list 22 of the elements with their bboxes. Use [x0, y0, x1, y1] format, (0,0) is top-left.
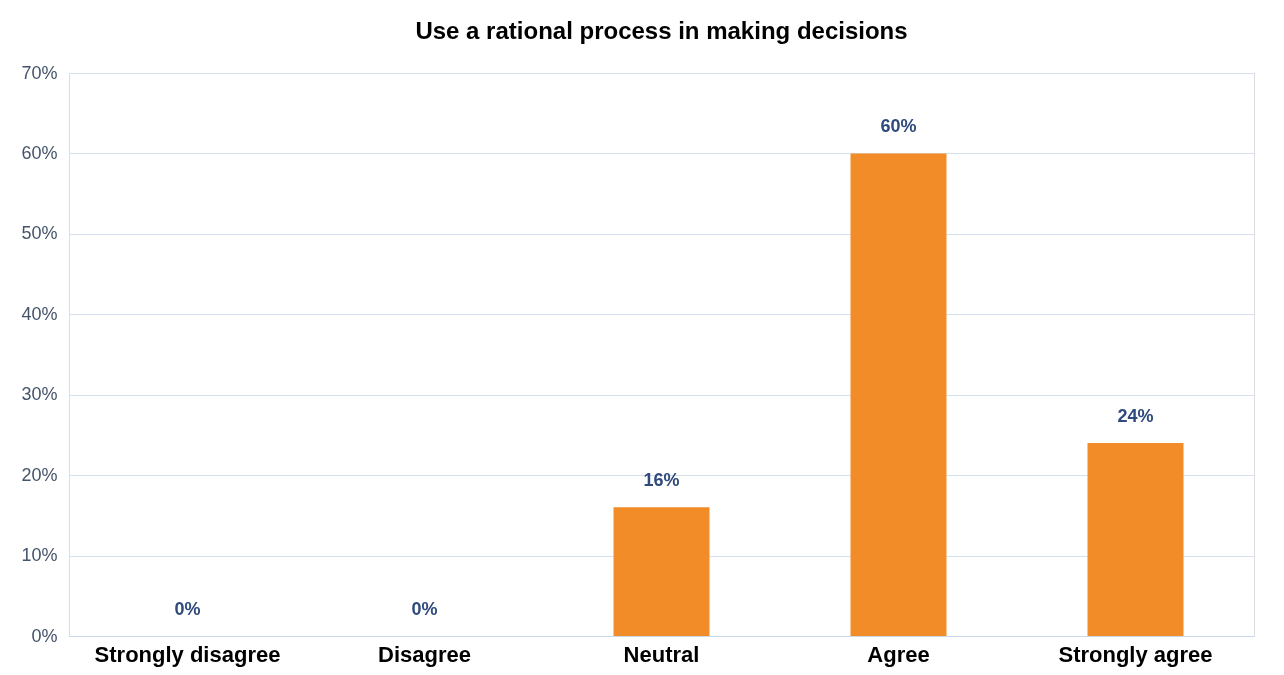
- y-tick-label: 30%: [21, 384, 58, 405]
- y-tick-label: 70%: [21, 62, 58, 83]
- y-tick-label: 50%: [21, 223, 58, 244]
- x-tick-label: Strongly disagree: [94, 641, 281, 667]
- y-tick-label: 40%: [21, 303, 58, 324]
- x-tick-label: Neutral: [623, 641, 700, 667]
- data-label: 24%: [1117, 405, 1154, 426]
- bar: [613, 507, 710, 636]
- bar: [850, 153, 947, 636]
- y-tick-label: 0%: [31, 625, 58, 646]
- data-label: 60%: [880, 116, 917, 137]
- y-tick-label: 10%: [21, 545, 58, 566]
- data-label: 0%: [174, 599, 201, 619]
- y-tick-label: 20%: [21, 464, 58, 485]
- y-tick-label: 60%: [21, 142, 58, 163]
- x-tick-label: Disagree: [378, 641, 471, 667]
- data-label: 0%: [411, 599, 438, 619]
- chart-title: Use a rational process in making decisions: [415, 17, 908, 44]
- x-tick-label: Strongly agree: [1058, 641, 1213, 667]
- bar: [1087, 442, 1184, 636]
- x-tick-label: Agree: [867, 641, 930, 667]
- data-label: 16%: [643, 470, 680, 491]
